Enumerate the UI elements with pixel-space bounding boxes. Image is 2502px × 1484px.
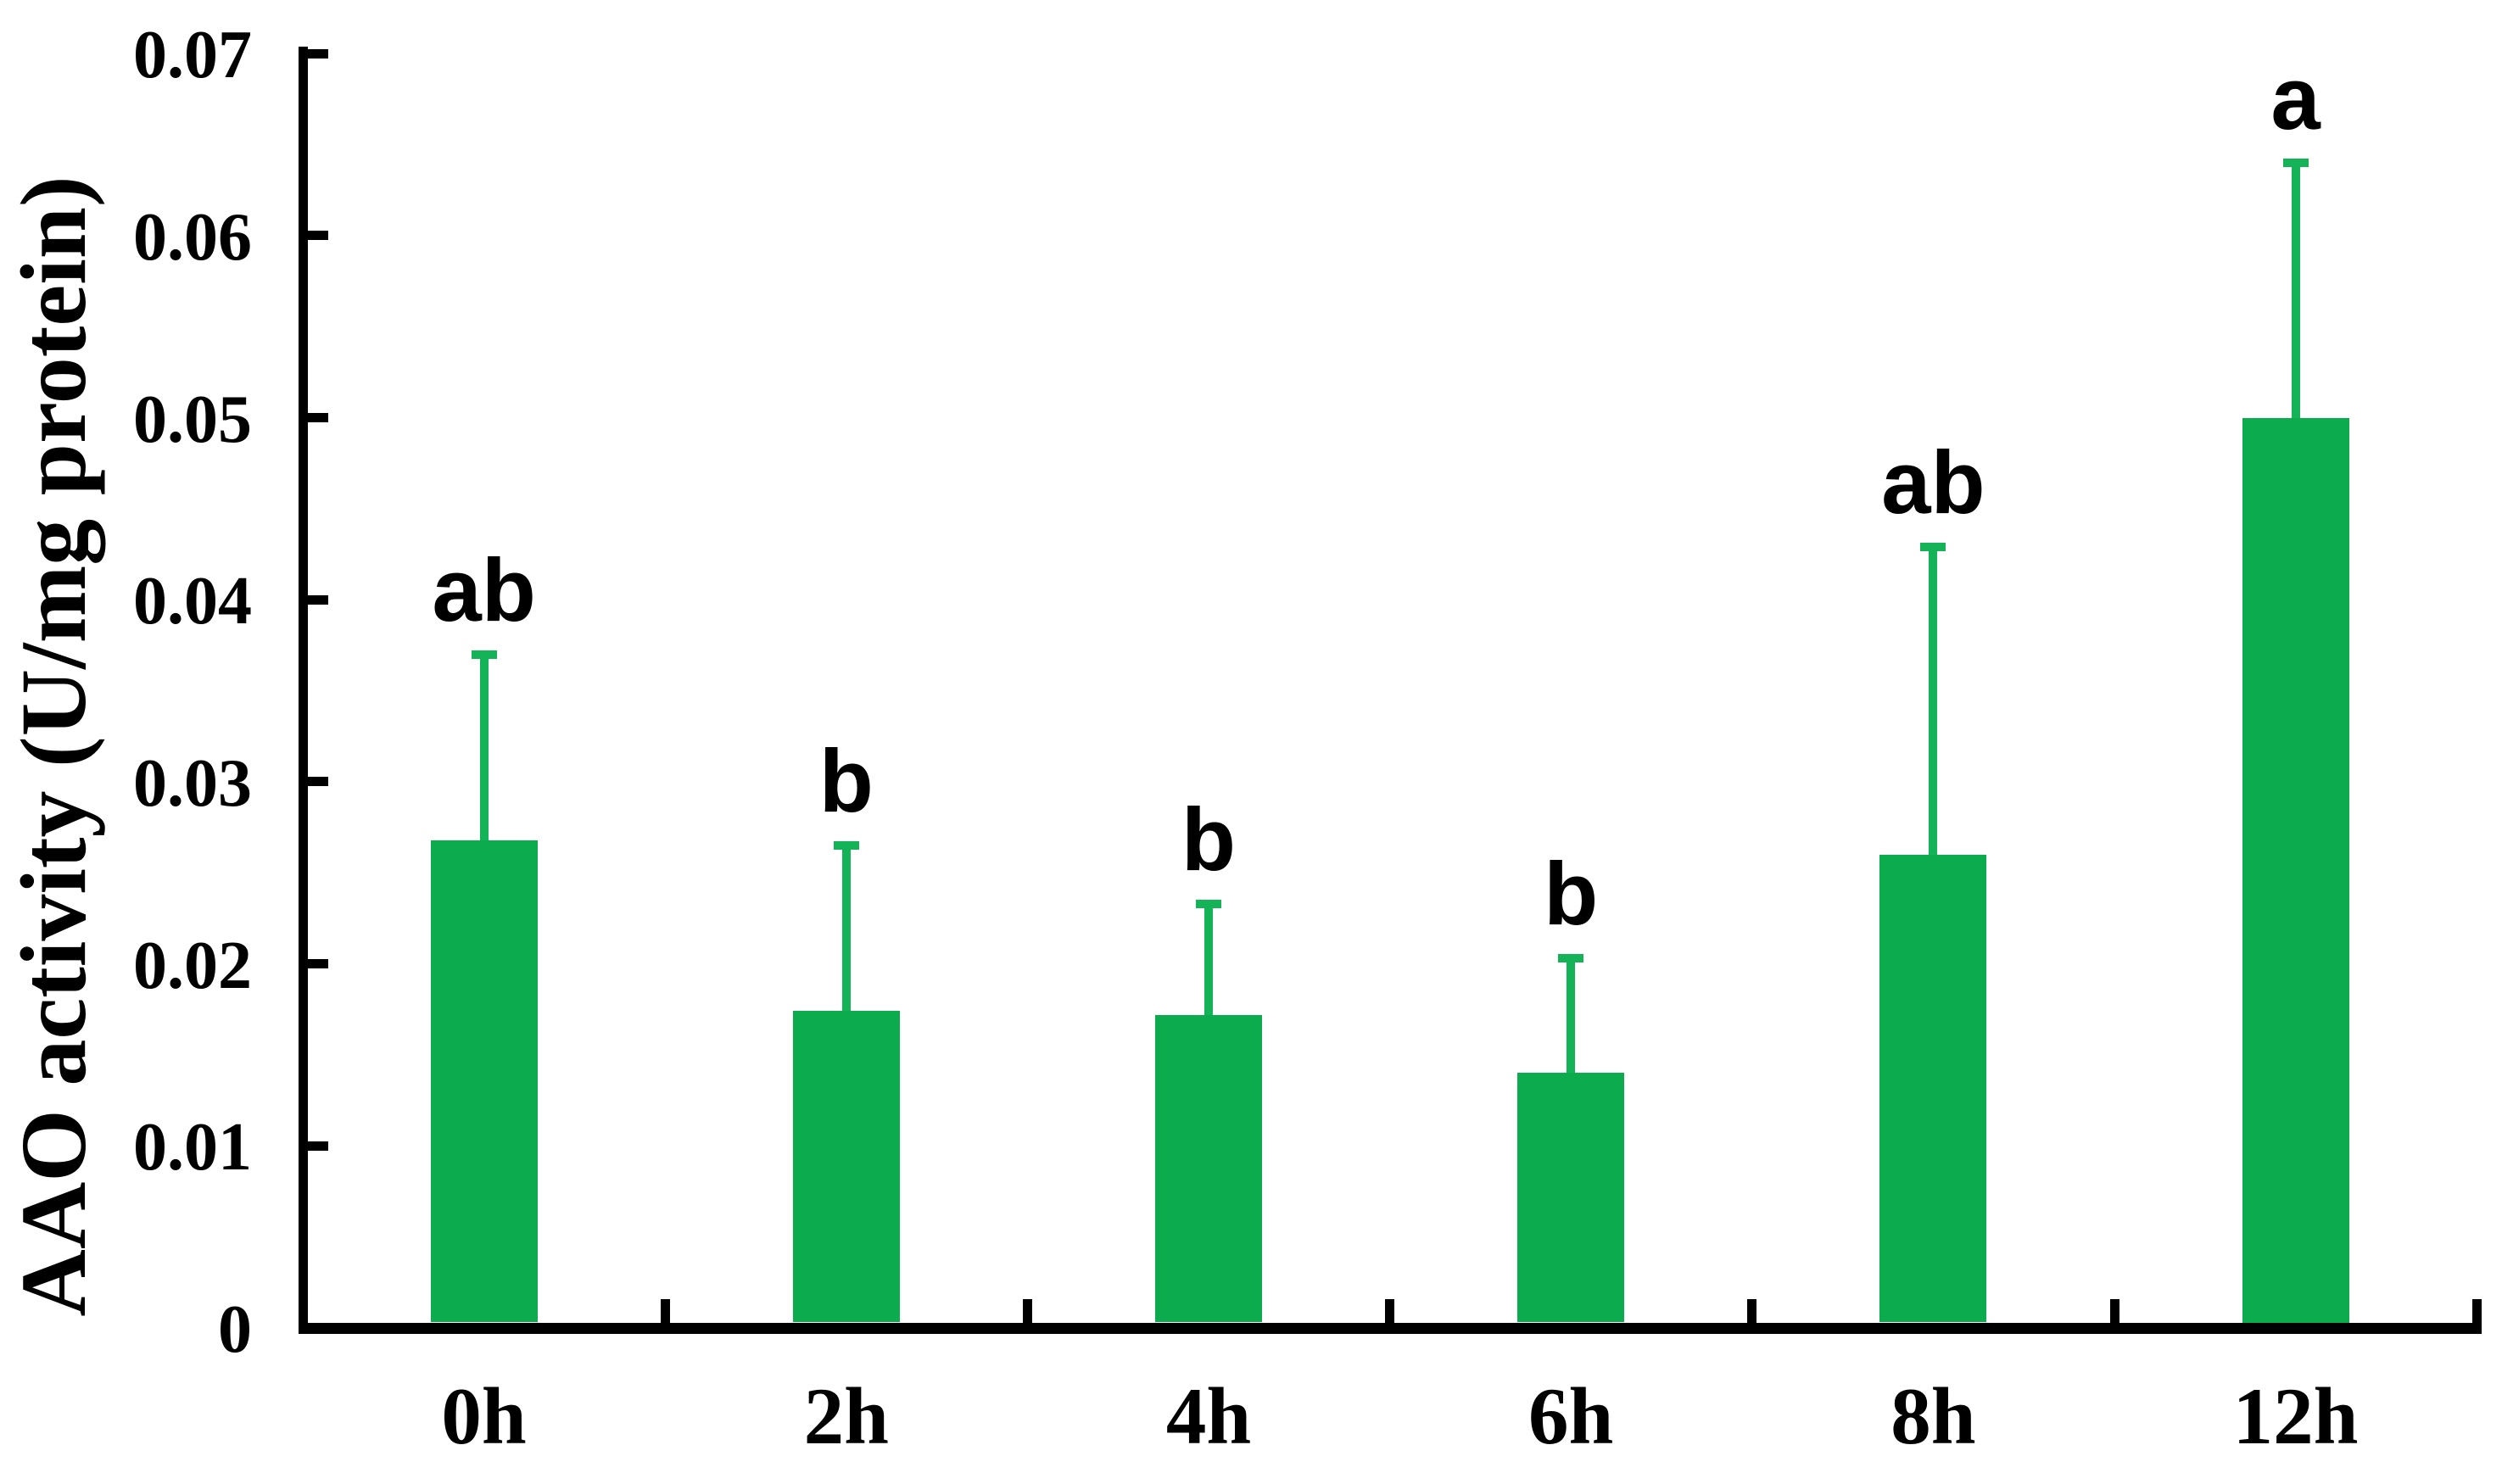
- y-axis-tick: [307, 594, 328, 605]
- bar-2h: [792, 1011, 900, 1323]
- y-tick-label: 0.03: [133, 745, 252, 821]
- significance-letter: ab: [432, 540, 536, 640]
- bar-8h: [1879, 854, 1987, 1323]
- significance-letter: b: [818, 732, 874, 832]
- x-tick-label: 4h: [1165, 1371, 1252, 1461]
- y-tick-label: 0.01: [133, 1110, 252, 1186]
- error-bar-line: [841, 845, 851, 1020]
- significance-letter: b: [1181, 789, 1237, 890]
- y-axis-tick: [307, 231, 328, 241]
- y-axis-tick: [307, 413, 328, 422]
- x-tick-label: 12h: [2232, 1371, 2359, 1461]
- x-axis-tick: [1385, 1298, 1395, 1323]
- error-bar-cap: [1558, 954, 1584, 963]
- error-bar-cap: [833, 841, 859, 851]
- x-axis-line: [298, 1322, 2482, 1334]
- y-axis-tick: [307, 48, 328, 59]
- error-bar-line: [1929, 546, 1938, 863]
- error-bar-cap: [2282, 158, 2309, 167]
- significance-letter: b: [1544, 845, 1599, 945]
- significance-letter: a: [2270, 48, 2320, 148]
- y-tick-label: 0.07: [133, 18, 252, 93]
- x-axis-tick: [1022, 1298, 1032, 1323]
- y-tick-label: 0.06: [133, 199, 252, 275]
- error-bar-line: [1567, 958, 1576, 1082]
- x-axis-tick: [660, 1298, 670, 1323]
- error-bar-cap: [1920, 542, 1946, 551]
- y-tick-label: 0.05: [133, 382, 252, 457]
- error-bar-line: [479, 654, 489, 849]
- error-bar-cap: [471, 650, 497, 659]
- bar-12h: [2242, 417, 2349, 1323]
- y-axis-tick: [307, 1141, 328, 1151]
- y-axis-line: [298, 47, 308, 1334]
- y-tick-label: 0.04: [133, 564, 252, 639]
- bar-6h: [1517, 1073, 1625, 1323]
- x-axis-tick: [1747, 1298, 1757, 1323]
- bar-4h: [1155, 1014, 1262, 1323]
- y-tick-label: 0: [218, 1292, 252, 1367]
- error-bar-cap: [1196, 899, 1221, 908]
- bar-0h: [430, 840, 538, 1323]
- x-tick-label: 6h: [1528, 1371, 1614, 1461]
- y-axis-tick: [307, 959, 328, 969]
- x-tick-label: 2h: [803, 1371, 889, 1461]
- x-tick-label: 0h: [441, 1371, 527, 1461]
- error-bar-line: [1204, 903, 1213, 1024]
- x-axis-tick: [2471, 1298, 2482, 1323]
- error-bar-line: [2291, 162, 2300, 427]
- y-tick-label: 0.02: [133, 928, 252, 1003]
- y-axis-tick: [307, 777, 328, 787]
- significance-letter: ab: [1881, 432, 1985, 533]
- x-axis-tick: [2109, 1298, 2119, 1323]
- x-tick-label: 8h: [1890, 1371, 1976, 1461]
